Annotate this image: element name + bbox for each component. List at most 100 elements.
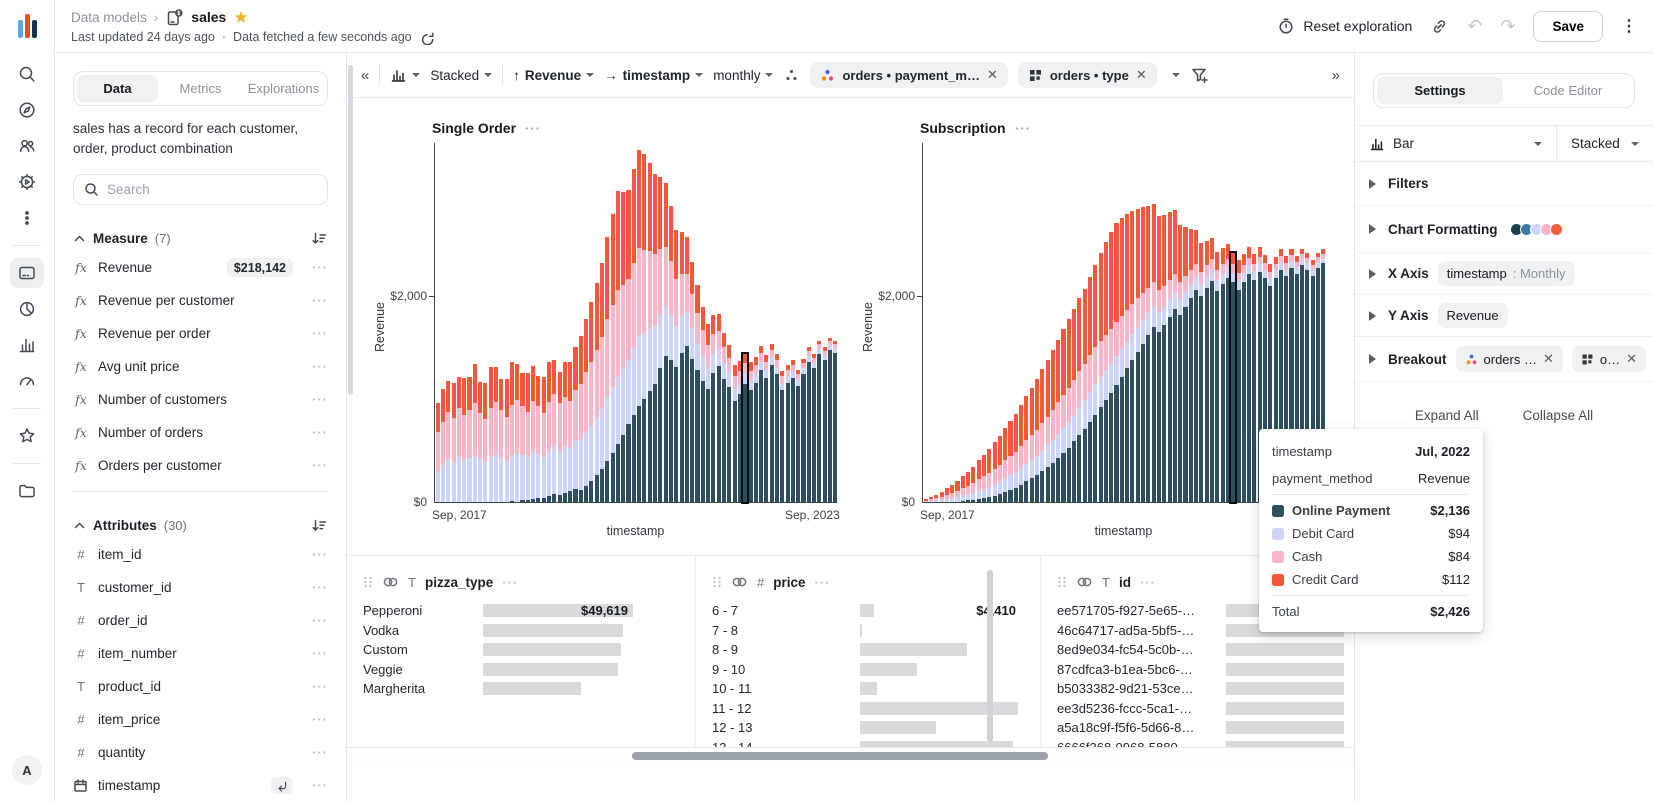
bar-column[interactable] bbox=[695, 284, 700, 502]
bar-column[interactable] bbox=[520, 373, 525, 502]
explore-compass-icon[interactable] bbox=[10, 95, 44, 125]
refresh-icon[interactable] bbox=[419, 30, 434, 45]
bar-column[interactable] bbox=[1278, 249, 1283, 502]
attribute-item[interactable]: timestamp ··· bbox=[73, 769, 328, 801]
column-scrollbar[interactable] bbox=[987, 570, 993, 742]
favorite-star-icon[interactable]: ★ bbox=[233, 7, 249, 27]
value-row[interactable]: a5a18c9f-f5f6-5d66-8… bbox=[1057, 718, 1344, 738]
attribute-item[interactable]: # item_number ··· bbox=[73, 637, 328, 670]
bar-column[interactable] bbox=[700, 306, 705, 502]
breakout-chip-type[interactable]: orders • type ✕ bbox=[1017, 62, 1157, 88]
value-row[interactable]: Custom bbox=[363, 640, 685, 660]
y-field-picker[interactable]: ↑ Revenue bbox=[513, 68, 595, 83]
breakout-icon[interactable] bbox=[783, 67, 800, 84]
bar-column[interactable] bbox=[721, 332, 727, 502]
bar-column[interactable] bbox=[753, 357, 758, 502]
app-logo[interactable] bbox=[17, 14, 37, 38]
bar-column[interactable] bbox=[1029, 387, 1034, 502]
bar-column[interactable] bbox=[780, 370, 785, 502]
search-input[interactable]: Search bbox=[73, 174, 328, 206]
bar-column[interactable] bbox=[1310, 260, 1315, 502]
bar-column[interactable] bbox=[584, 318, 589, 502]
bar-column[interactable] bbox=[1082, 289, 1087, 502]
bar-column[interactable] bbox=[944, 488, 949, 502]
bar-column[interactable] bbox=[536, 375, 541, 502]
bar-column[interactable] bbox=[1247, 246, 1252, 502]
measure-item[interactable]: fx Orders per customer ··· bbox=[73, 449, 328, 482]
value-row[interactable]: b5033382-9d21-53ce… bbox=[1057, 679, 1344, 699]
bar-column[interactable] bbox=[642, 154, 647, 502]
bar-column-selected[interactable] bbox=[741, 351, 750, 505]
tab-explorations[interactable]: Explorations bbox=[247, 81, 320, 96]
bar-column[interactable] bbox=[653, 173, 658, 502]
add-filter-icon[interactable] bbox=[1190, 66, 1209, 85]
breakout-chip-payment-method[interactable]: orders • payment_m… ✕ bbox=[810, 62, 1008, 88]
save-button[interactable]: Save bbox=[1533, 10, 1603, 42]
bar-column[interactable] bbox=[562, 362, 567, 502]
bar-column[interactable] bbox=[493, 367, 499, 502]
sort-icon[interactable] bbox=[311, 517, 328, 534]
bar-column[interactable] bbox=[668, 205, 673, 502]
measure-item[interactable]: fx Avg unit price ··· bbox=[73, 350, 328, 383]
more-icon[interactable]: ··· bbox=[312, 547, 328, 563]
drag-handle-icon[interactable] bbox=[1057, 575, 1067, 589]
bar-column[interactable] bbox=[827, 337, 833, 502]
bar-column[interactable] bbox=[923, 499, 928, 502]
search-icon[interactable] bbox=[10, 59, 44, 89]
more-icon[interactable]: ··· bbox=[312, 260, 328, 276]
tab-data[interactable]: Data bbox=[77, 75, 158, 102]
value-row[interactable]: Veggie bbox=[363, 660, 685, 680]
value-row[interactable]: 13 - 14 bbox=[712, 738, 1030, 748]
bar-column[interactable] bbox=[950, 485, 955, 502]
bar-column-selected[interactable] bbox=[1229, 250, 1238, 505]
bar-column[interactable] bbox=[451, 382, 456, 502]
bar-column[interactable] bbox=[509, 362, 514, 502]
more-icon[interactable]: ··· bbox=[312, 745, 328, 761]
bar-column[interactable] bbox=[934, 494, 939, 502]
bar-column[interactable] bbox=[446, 380, 451, 502]
bar-column[interactable] bbox=[1077, 298, 1082, 502]
bar-column[interactable] bbox=[796, 369, 801, 502]
bar-column[interactable] bbox=[573, 346, 578, 502]
chevron-down-icon[interactable] bbox=[1171, 73, 1180, 81]
attribute-item[interactable]: # item_id ··· bbox=[73, 538, 328, 571]
drag-handle-icon[interactable] bbox=[712, 575, 722, 589]
bar-column[interactable] bbox=[1141, 207, 1146, 502]
bar-column[interactable] bbox=[997, 435, 1002, 502]
bar-column[interactable] bbox=[478, 381, 483, 502]
vertical-scrollbar[interactable] bbox=[348, 65, 353, 395]
value-row[interactable]: 8 - 9 bbox=[712, 640, 1030, 660]
bar-column[interactable] bbox=[1072, 308, 1077, 502]
bar-column[interactable] bbox=[785, 364, 790, 502]
more-icon[interactable]: ··· bbox=[312, 392, 328, 408]
reset-exploration-button[interactable]: Reset exploration bbox=[1277, 17, 1412, 35]
bar-column[interactable] bbox=[546, 362, 552, 502]
bar-column[interactable] bbox=[1209, 238, 1215, 502]
bar-column[interactable] bbox=[1003, 428, 1008, 502]
bar-column[interactable] bbox=[488, 367, 493, 502]
chart-menu-icon[interactable]: ··· bbox=[525, 121, 541, 136]
bar-column[interactable] bbox=[531, 366, 536, 502]
bar-column[interactable] bbox=[1236, 260, 1241, 502]
more-icon[interactable]: ··· bbox=[312, 613, 328, 629]
bar-column[interactable] bbox=[764, 354, 769, 502]
bar-column[interactable] bbox=[637, 150, 642, 502]
bar-column[interactable] bbox=[727, 345, 732, 502]
bar-column[interactable] bbox=[987, 448, 992, 502]
bar-column[interactable] bbox=[594, 282, 599, 502]
bar-column[interactable] bbox=[822, 347, 827, 502]
bar-column[interactable] bbox=[790, 360, 795, 502]
bar-column[interactable] bbox=[1241, 253, 1246, 502]
value-row[interactable]: Pepperoni $49,619 bbox=[363, 601, 685, 621]
attributes-section-header[interactable]: Attributes (30) bbox=[73, 512, 328, 538]
more-icon[interactable]: ··· bbox=[1139, 574, 1156, 590]
bar-column[interactable] bbox=[1199, 243, 1204, 502]
breakout-section[interactable]: Breakout orders … ✕ o… ✕ bbox=[1355, 337, 1653, 382]
bar-column[interactable] bbox=[631, 168, 636, 502]
value-row[interactable]: 7 - 8 bbox=[712, 621, 1030, 641]
bar-column[interactable] bbox=[1130, 211, 1135, 502]
more-icon[interactable]: ··· bbox=[312, 458, 328, 474]
bar-column[interactable] bbox=[1300, 248, 1305, 502]
redo-icon[interactable]: ↷ bbox=[1500, 16, 1516, 36]
